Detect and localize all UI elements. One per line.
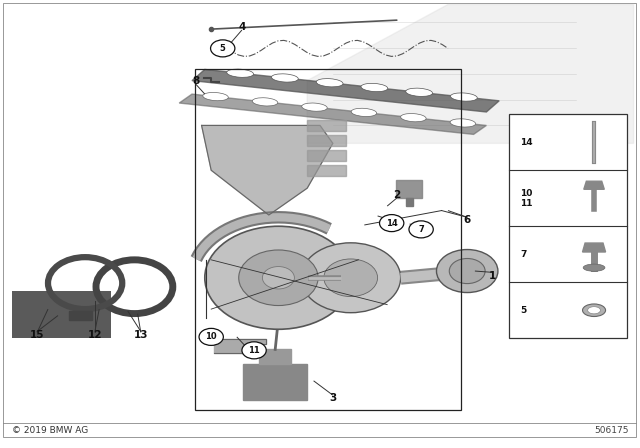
- Circle shape: [262, 267, 294, 289]
- Circle shape: [436, 250, 498, 293]
- Polygon shape: [307, 135, 346, 146]
- Circle shape: [380, 215, 404, 232]
- Text: 15: 15: [30, 330, 44, 340]
- Text: 5: 5: [220, 44, 226, 53]
- Text: 5: 5: [520, 306, 527, 315]
- Ellipse shape: [271, 74, 298, 82]
- Polygon shape: [582, 243, 605, 252]
- Ellipse shape: [252, 98, 278, 106]
- Polygon shape: [307, 120, 346, 131]
- Ellipse shape: [450, 119, 476, 127]
- Polygon shape: [202, 125, 333, 215]
- Circle shape: [199, 328, 223, 345]
- Text: 4: 4: [238, 22, 246, 32]
- Polygon shape: [307, 150, 346, 161]
- Text: 7: 7: [419, 225, 424, 234]
- Ellipse shape: [227, 69, 253, 78]
- Bar: [195, 69, 461, 410]
- Ellipse shape: [401, 113, 426, 122]
- Text: 3: 3: [329, 393, 337, 403]
- Text: 6: 6: [463, 215, 471, 225]
- Ellipse shape: [451, 93, 477, 101]
- Ellipse shape: [406, 88, 433, 96]
- Circle shape: [239, 250, 318, 306]
- Text: 12: 12: [88, 330, 102, 340]
- Polygon shape: [406, 198, 413, 206]
- Ellipse shape: [583, 264, 605, 271]
- Text: © 2019 BMW AG: © 2019 BMW AG: [12, 426, 88, 435]
- Text: 10
11: 10 11: [520, 189, 533, 208]
- Circle shape: [324, 259, 378, 297]
- Text: 13: 13: [134, 330, 148, 340]
- Ellipse shape: [203, 92, 228, 101]
- Polygon shape: [584, 181, 604, 189]
- Text: 14: 14: [520, 138, 533, 147]
- Polygon shape: [214, 339, 266, 353]
- Bar: [509, 114, 627, 338]
- Bar: [12, 291, 111, 338]
- Ellipse shape: [582, 304, 605, 316]
- Text: 8: 8: [192, 76, 200, 86]
- Text: 7: 7: [520, 250, 527, 259]
- Polygon shape: [69, 311, 92, 320]
- Polygon shape: [396, 180, 422, 198]
- Text: 10: 10: [205, 332, 217, 341]
- Circle shape: [301, 243, 401, 313]
- Text: 14: 14: [386, 219, 397, 228]
- Polygon shape: [192, 69, 499, 112]
- Ellipse shape: [588, 306, 600, 314]
- Ellipse shape: [301, 103, 327, 111]
- Ellipse shape: [361, 83, 388, 92]
- Ellipse shape: [316, 78, 343, 87]
- Text: 1: 1: [489, 271, 497, 280]
- Polygon shape: [179, 94, 486, 134]
- Text: 506175: 506175: [594, 426, 628, 435]
- Circle shape: [449, 258, 485, 284]
- Polygon shape: [259, 349, 291, 364]
- Polygon shape: [307, 4, 634, 143]
- Ellipse shape: [351, 108, 377, 116]
- Polygon shape: [307, 165, 346, 176]
- Circle shape: [205, 226, 352, 329]
- Circle shape: [242, 342, 266, 359]
- Text: 2: 2: [393, 190, 401, 200]
- Text: 11: 11: [248, 346, 260, 355]
- Polygon shape: [243, 364, 307, 400]
- Circle shape: [409, 221, 433, 238]
- Circle shape: [211, 40, 235, 57]
- Text: 9: 9: [243, 345, 250, 355]
